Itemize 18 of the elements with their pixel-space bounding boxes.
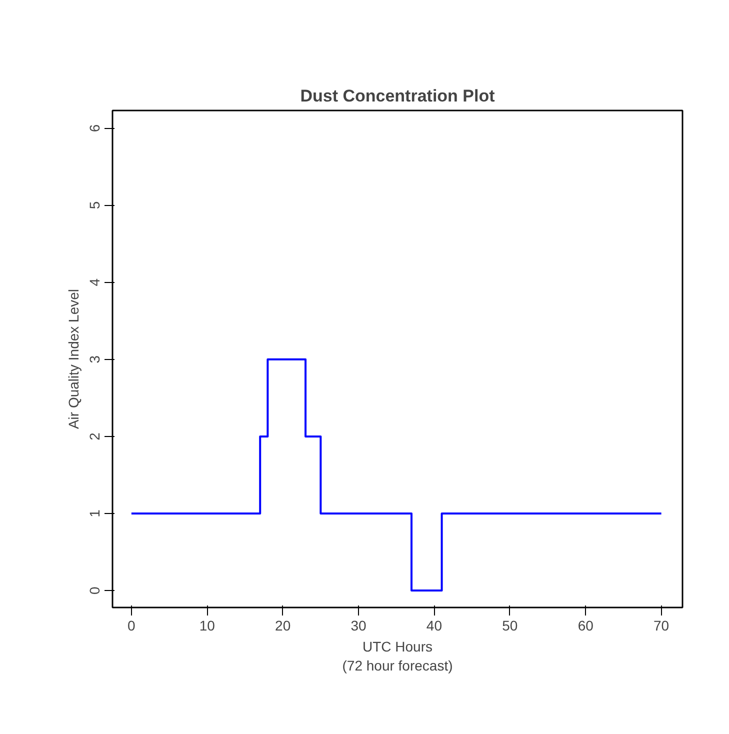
x-tick-label: 30 xyxy=(350,618,367,634)
x-tick-label: 60 xyxy=(578,618,594,634)
y-tick-label: 5 xyxy=(86,201,102,210)
x-tick-label: 10 xyxy=(199,618,216,634)
y-tick-label: 4 xyxy=(86,278,102,286)
x-tick-label: 40 xyxy=(426,618,442,634)
y-axis-title: Air Quality Index Level xyxy=(66,288,82,430)
y-tick-label: 0 xyxy=(86,586,102,594)
x-axis-title: UTC Hours (72 hour forecast) xyxy=(342,638,453,674)
y-tick-label: 2 xyxy=(86,432,102,440)
y-tick-label: 3 xyxy=(86,355,102,364)
y-tick-label: 1 xyxy=(86,509,102,518)
x-tick-label: 20 xyxy=(275,618,291,634)
chart-title: Dust Concentration Plot xyxy=(300,86,496,106)
x-tick-label: 70 xyxy=(654,618,670,634)
y-tick-label: 6 xyxy=(86,124,102,132)
x-tick-label: 0 xyxy=(128,618,136,634)
x-tick-label: 50 xyxy=(502,618,518,634)
